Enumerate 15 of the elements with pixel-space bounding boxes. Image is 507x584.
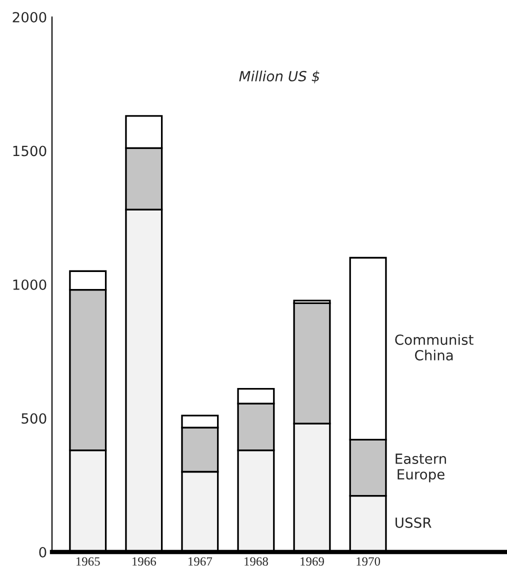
y-tick-label: 1000 <box>13 279 46 290</box>
x-tick-label: 1969 <box>300 557 324 566</box>
x-tick-label: 1967 <box>188 557 212 566</box>
series-label: Communist China <box>395 334 474 361</box>
annotation: Million US $ <box>239 70 320 84</box>
y-tick-label: 500 <box>22 413 46 424</box>
x-tick-label: 1968 <box>244 557 268 566</box>
series-label: USSR <box>396 517 432 528</box>
y-tick-label: 2000 <box>12 12 46 22</box>
x-tick-label: 1965 <box>76 557 100 566</box>
y-tick-label: 0 <box>39 546 46 558</box>
y-tick-label: 1500 <box>13 146 46 156</box>
x-tick-label: 1966 <box>132 557 156 566</box>
series-label: Eastern Europe <box>396 454 446 482</box>
x-tick-label: 1970 <box>356 557 380 566</box>
